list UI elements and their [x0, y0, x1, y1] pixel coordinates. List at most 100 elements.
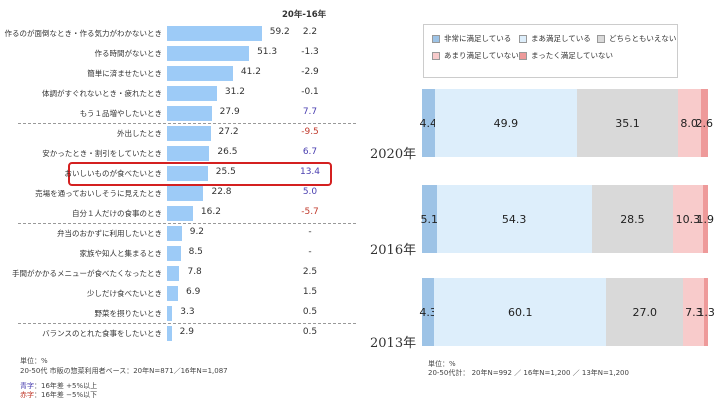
- value-label: 7.8: [187, 267, 202, 277]
- bar-segment: 60.1: [434, 278, 607, 346]
- bar-segment: 10.3: [673, 185, 703, 253]
- bar-segment: 54.3: [436, 185, 592, 253]
- segment-value: 4.4: [419, 116, 438, 130]
- segment-value: 35.1: [615, 116, 640, 130]
- diff-label: 13.4: [299, 167, 321, 177]
- divider: [18, 223, 356, 224]
- diff-label: 2.2: [302, 27, 318, 37]
- diff-label: -2.9: [301, 67, 319, 77]
- base-note-right: 20-50代計： 20年N=992 ／ 16年N=1,200 ／ 13年N=1,…: [428, 369, 629, 377]
- legend-item: あまり満足していない: [432, 50, 519, 61]
- bar-segment: 35.1: [577, 89, 678, 157]
- bar: [167, 66, 233, 81]
- segment-value: 54.3: [501, 212, 527, 226]
- value-label: 59.2: [269, 27, 290, 37]
- bar-segment: 5.1: [420, 185, 439, 253]
- stacked-bar: 4.3 60.1 27.0 7.3 1.3: [419, 278, 715, 346]
- segment-value: 28.5: [620, 212, 645, 226]
- category-label: 弁当のおかずに利用したいとき: [57, 229, 162, 238]
- diff-label: 1.5: [302, 287, 318, 297]
- diff-label: -1.3: [301, 47, 319, 57]
- bar-segment: 8.0: [677, 89, 701, 157]
- diff-label: -: [308, 227, 312, 237]
- value-label: 26.5: [217, 147, 238, 157]
- category-label: 自分１人だけの食事のとき: [72, 209, 162, 218]
- segment-value: 27.0: [632, 305, 658, 319]
- diff-label: -5.7: [301, 207, 319, 217]
- value-label: 27.9: [219, 107, 240, 117]
- legend-swatch: [519, 34, 527, 43]
- category-label: もう１品増やしたいとき: [79, 109, 162, 118]
- segment-value: 2.6: [695, 116, 714, 130]
- legend-item: どちらともいえない: [597, 33, 676, 44]
- category-label: 売場を通っておいしそうに見えたとき: [35, 189, 162, 198]
- bar: [167, 266, 180, 281]
- bar: [167, 106, 212, 121]
- legend: 非常に満足している まあ満足している どちらともいえないあまり満足していない まったく…: [423, 24, 678, 78]
- unit-note-right: 単位：%: [428, 360, 456, 368]
- segment-value: 7.3: [685, 305, 703, 319]
- bar-segment: 1.3: [697, 278, 715, 346]
- value-label: 3.3: [180, 307, 195, 317]
- unit-note: 単位：%: [20, 357, 48, 365]
- diff-label: -0.1: [301, 87, 319, 97]
- value-label: 16.2: [200, 207, 221, 217]
- stacked-bar: 4.4 49.9 35.1 8.0 2.6: [419, 89, 713, 157]
- highlight-box: [68, 162, 332, 186]
- bar: [167, 46, 250, 61]
- bar: [167, 86, 217, 101]
- diff-label: 5.0: [302, 187, 318, 197]
- bar: [167, 286, 179, 301]
- category-label: 作る時間がないとき: [94, 49, 163, 58]
- year-label: 2016年: [370, 243, 417, 258]
- diff-label: -: [308, 247, 312, 257]
- bar-segment: 2.6: [696, 89, 713, 157]
- diff-header: 20年-16年: [282, 10, 327, 20]
- bar-segment: 28.5: [591, 185, 674, 253]
- bar-segment: 7.3: [683, 278, 705, 346]
- red-key: 赤字: [20, 391, 34, 399]
- category-label: 外出したとき: [117, 129, 162, 138]
- legend-label: まったく満足していない: [531, 51, 613, 60]
- bar: [167, 226, 182, 241]
- value-label: 22.8: [211, 187, 232, 197]
- category-label: 体調がすぐれないとき・疲れたとき: [42, 89, 162, 98]
- value-label: 27.2: [218, 127, 239, 137]
- segment-value: 8.0: [680, 116, 698, 130]
- legend-label: まあ満足している: [531, 34, 591, 43]
- red-note: ：16年差 −5%以下: [34, 391, 98, 399]
- value-label: 8.5: [188, 247, 203, 257]
- category-label: 安かったとき・割引をしていたとき: [42, 149, 162, 158]
- value-label: 51.3: [257, 47, 278, 57]
- bar: [167, 146, 210, 161]
- segment-value: 10.3: [675, 212, 701, 226]
- diff-label: 7.7: [302, 107, 318, 117]
- bar-segment: 49.9: [434, 89, 578, 157]
- category-label: 簡単に済ませたいとき: [87, 69, 162, 78]
- diff-label: 0.5: [302, 327, 318, 337]
- category-label: おいしいものが食べたいとき: [64, 169, 163, 178]
- blue-key: 青字: [20, 382, 34, 390]
- diff-label: 6.7: [302, 147, 318, 157]
- diff-label: 2.5: [302, 267, 318, 277]
- bar: [167, 126, 211, 141]
- segment-value: 5.1: [420, 212, 439, 226]
- legend-item: まあ満足している: [519, 33, 591, 44]
- legend-label: どちらともいえない: [609, 34, 677, 43]
- diff-label: 0.5: [302, 307, 318, 317]
- segment-value: 4.3: [419, 305, 437, 319]
- bar: [167, 306, 173, 321]
- legend-swatch: [597, 34, 605, 43]
- year-label: 2013年: [370, 336, 417, 351]
- bar: [167, 166, 208, 181]
- blue-note: ：16年差 +5%以上: [34, 382, 98, 390]
- bar: [167, 26, 262, 41]
- legend-swatch: [432, 51, 440, 60]
- legend-label: 非常に満足している: [444, 34, 512, 43]
- segment-value: 60.1: [507, 305, 533, 319]
- value-label: 41.2: [240, 67, 261, 77]
- segment-value: 1.3: [697, 305, 715, 319]
- bar: [167, 206, 193, 221]
- bar-segment: 1.9: [697, 185, 714, 253]
- segment-value: 1.9: [696, 212, 715, 226]
